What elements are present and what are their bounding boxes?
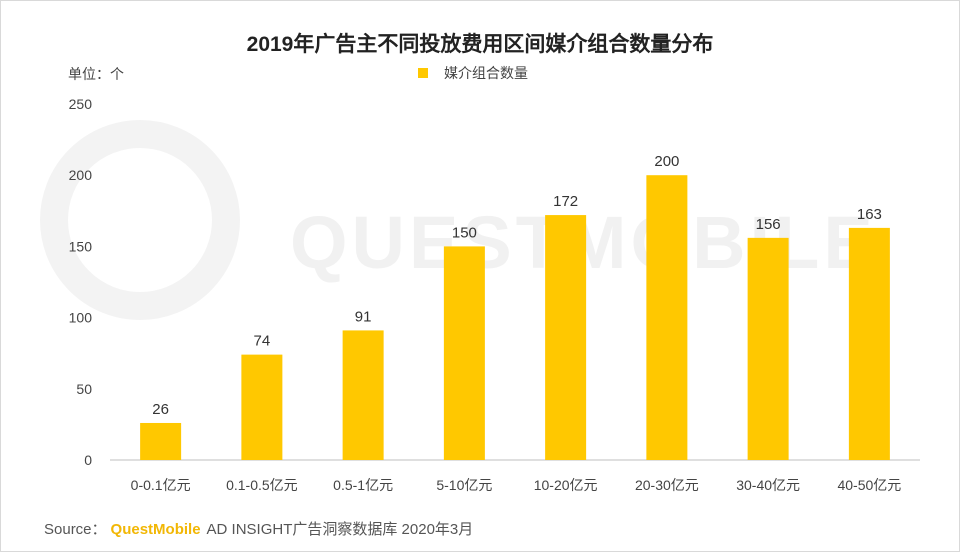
y-tick-label: 250 (69, 96, 93, 112)
y-tick-label: 200 (69, 167, 93, 183)
unit-label: 单位：个 (68, 66, 124, 82)
data-label: 74 (254, 333, 271, 350)
data-label: 200 (654, 153, 679, 170)
source-prefix: Source： (44, 521, 107, 538)
legend-swatch (418, 68, 428, 78)
x-tick-label: 10-20亿元 (534, 477, 598, 493)
data-label: 172 (553, 193, 578, 210)
y-tick-label: 0 (84, 452, 92, 468)
x-tick-label: 0-0.1亿元 (131, 477, 191, 493)
legend-label: 媒介组合数量 (444, 65, 528, 81)
x-tick-label: 30-40亿元 (736, 477, 800, 493)
x-tick-label: 5-10亿元 (436, 477, 492, 493)
x-tick-label: 0.5-1亿元 (333, 477, 393, 493)
data-label: 150 (452, 224, 477, 241)
bar (342, 330, 384, 460)
data-label: 26 (152, 401, 169, 418)
data-label: 91 (355, 308, 372, 325)
source-text: AD INSIGHT广告洞察数据库 2020年3月 (206, 521, 474, 538)
bar (545, 215, 587, 460)
y-tick-label: 50 (76, 381, 92, 397)
data-label: 163 (857, 206, 882, 223)
x-tick-label: 20-30亿元 (635, 477, 699, 493)
bar (646, 175, 688, 460)
bar (140, 422, 182, 460)
data-label: 156 (756, 216, 781, 233)
bar (848, 227, 890, 460)
bar (747, 237, 789, 460)
bar (241, 354, 283, 460)
y-tick-label: 150 (69, 238, 93, 254)
x-tick-label: 0.1-0.5亿元 (226, 477, 298, 493)
source-brand: QuestMobile (110, 521, 201, 538)
x-tick-label: 40-50亿元 (837, 477, 901, 493)
source-line: Source： QuestMobile AD INSIGHT广告洞察数据库 2020… (44, 518, 473, 539)
y-tick-label: 100 (69, 310, 93, 326)
legend: 媒介组合数量 (418, 63, 528, 83)
bar (443, 246, 485, 460)
chart-title: 2019年广告主不同投放费用区间媒介组合数量分布 (246, 33, 714, 56)
